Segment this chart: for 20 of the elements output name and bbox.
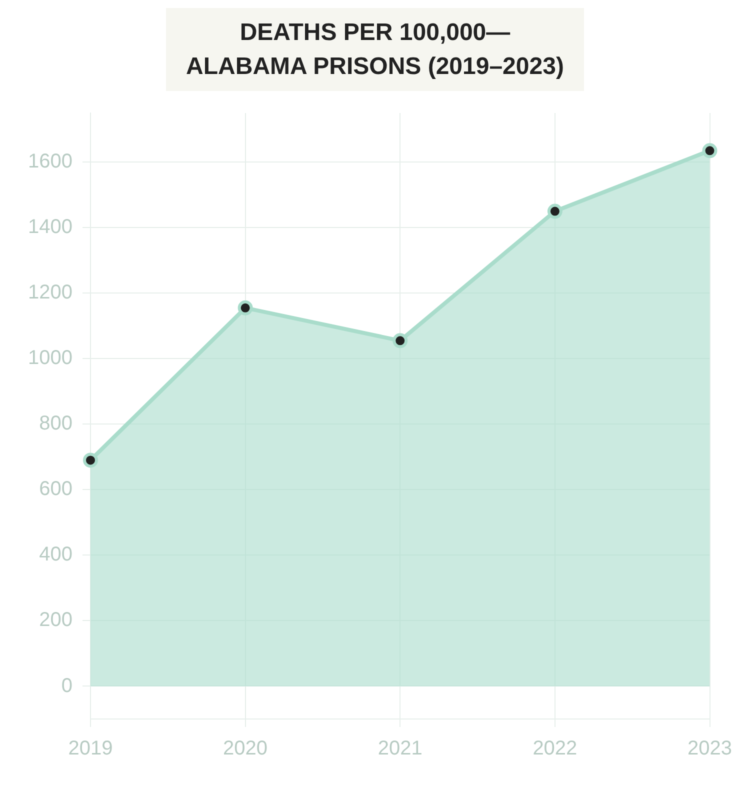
point: [702, 143, 718, 158]
y-tick-label: 1400: [28, 216, 72, 238]
y-tick-label: 0: [61, 674, 72, 697]
y-tick-label: 800: [39, 412, 72, 435]
y-tick-label: 1600: [28, 150, 72, 173]
point: [547, 204, 562, 219]
point: [392, 333, 408, 348]
y-tick-label: 400: [39, 544, 72, 566]
y-tick-label: 200: [39, 609, 72, 632]
y-tick-label: 1000: [28, 347, 72, 370]
x-tick-label: 2022: [532, 738, 578, 760]
x-tick-label: 2019: [68, 738, 113, 760]
x-tick-label: 2021: [378, 738, 422, 760]
point: [82, 452, 98, 468]
x-tick-label: 2023: [688, 738, 732, 760]
y-tick-label: 1200: [28, 282, 72, 304]
chart-title: DEATHS PER 100,000— ALABAMA PRISONS (2019–2023): [166, 8, 584, 92]
x-tick-label: 2020: [223, 738, 268, 760]
y-tick-label: 600: [39, 478, 72, 500]
point: [238, 300, 253, 316]
